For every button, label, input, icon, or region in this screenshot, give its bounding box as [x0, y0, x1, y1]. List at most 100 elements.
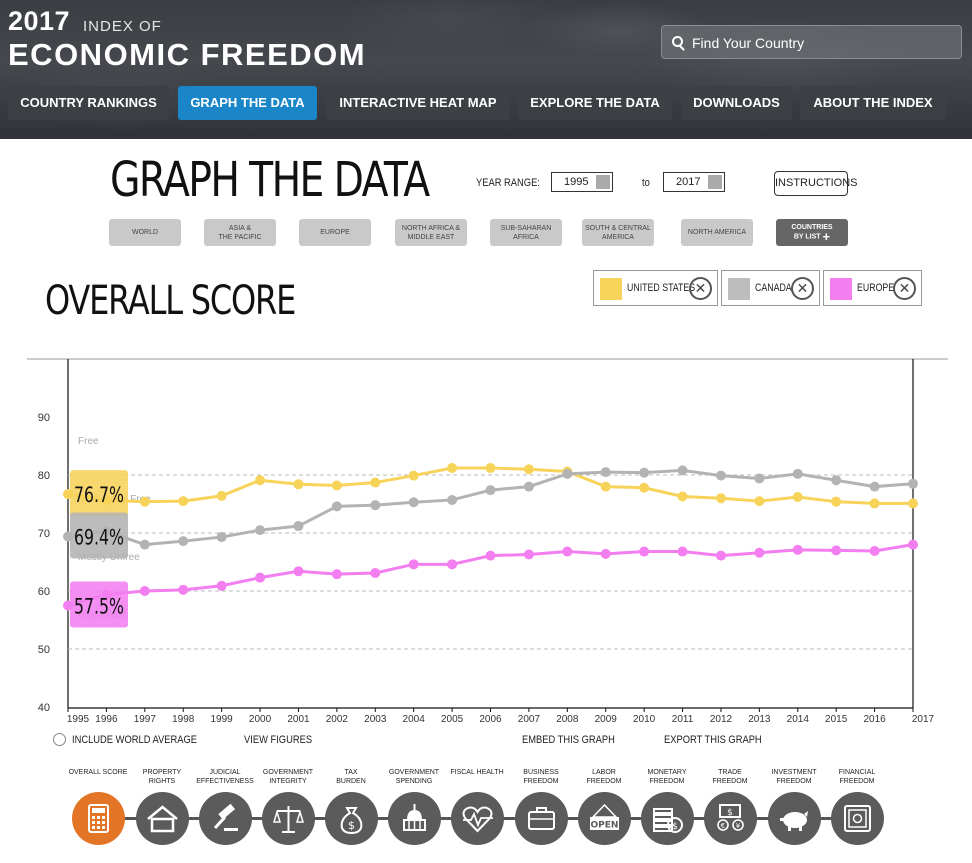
region-asia-pacific[interactable]: ASIA & THE PACIFIC [204, 219, 276, 246]
logo-year[interactable]: 2017 [8, 6, 71, 36]
nav-downloads[interactable]: DOWNLOADS [681, 86, 792, 120]
nav-explore-the-data[interactable]: EXPLORE THE DATA [518, 86, 672, 120]
remove-europe-icon[interactable]: ✕ [893, 277, 916, 300]
countries-by-list-button[interactable]: COUNTRIES BY LIST + [776, 219, 848, 246]
data-point [331, 569, 342, 580]
selected-chip-europe: EUROPE ✕ [823, 270, 922, 306]
x-tick-label: 2005 [441, 714, 464, 725]
logo-title[interactable]: ECONOMIC FREEDOM [8, 37, 367, 72]
page-title: GRAPH THE DATA [110, 152, 430, 208]
logo-index-of[interactable]: INDEX OF [83, 18, 162, 35]
data-point [754, 473, 765, 484]
category-label-calculator[interactable]: OVERALL SCORE [63, 768, 133, 777]
data-point [869, 481, 880, 492]
money-bag-icon[interactable]: $ [325, 792, 378, 845]
data-point [908, 478, 918, 489]
embed-graph-link[interactable]: EMBED THIS GRAPH [522, 734, 615, 746]
category-label-line2: SPENDING [395, 778, 433, 785]
x-tick-label: 1997 [134, 714, 157, 725]
remove-united-states-icon[interactable]: ✕ [689, 277, 712, 300]
region-world[interactable]: WORLD [109, 219, 181, 246]
calculator-icon[interactable] [72, 792, 125, 845]
nav-interactive-heat-map[interactable]: INTERACTIVE HEAT MAP [326, 86, 510, 120]
category-label-line1: TAX [344, 769, 358, 776]
remove-canada-icon[interactable]: ✕ [791, 277, 814, 300]
coins-icon[interactable]: $ [641, 792, 694, 845]
search-input[interactable]: Find Your Country [661, 25, 962, 59]
region-line2: THE PACIFIC [218, 233, 262, 241]
briefcase-icon[interactable] [515, 792, 568, 845]
nav-graph-the-data[interactable]: GRAPH THE DATA [178, 86, 317, 120]
category-label-briefcase[interactable]: BUSINESS FREEDOM [506, 768, 576, 786]
category-label-line2: INTEGRITY [269, 778, 307, 785]
x-tick-label: 2002 [326, 714, 349, 725]
svg-text:OPEN: OPEN [591, 821, 619, 831]
region-line1: NORTH AFRICA & [401, 224, 461, 232]
region-sub-saharan-africa[interactable]: SUB-SAHARAN AFRICA [490, 219, 562, 246]
include-world-average[interactable]: INCLUDE WORLD AVERAGE [72, 734, 198, 746]
view-figures-link[interactable]: VIEW FIGURES [244, 734, 313, 746]
house-icon[interactable] [136, 792, 189, 845]
start-label-box [70, 512, 128, 559]
region-north-america[interactable]: NORTH AMERICA [681, 219, 753, 246]
data-point [869, 545, 880, 556]
color-swatch [600, 278, 622, 300]
scales-icon[interactable] [262, 792, 315, 845]
data-point [331, 480, 342, 491]
instructions-button[interactable]: INSTRUCTIONS [774, 171, 858, 196]
year-to-select[interactable]: 2017 [663, 172, 725, 192]
data-point [562, 468, 573, 479]
world-average-radio[interactable] [53, 733, 66, 746]
category-label-heart-pulse[interactable]: FISCAL HEALTH [442, 768, 512, 777]
data-point [831, 545, 842, 556]
category-label-gavel[interactable]: JUDICIAL EFFECTIVENESS [190, 768, 260, 786]
category-label-coins[interactable]: MONETARY FREEDOM [632, 768, 702, 786]
category-label-open-sign[interactable]: LABOR FREEDOM [569, 768, 639, 786]
year-from-select[interactable]: 1995 [551, 172, 613, 192]
y-tick-label: 60 [38, 586, 50, 598]
data-point [600, 548, 611, 559]
piggy-bank-icon[interactable] [768, 792, 821, 845]
year-to-handle-icon [708, 175, 722, 189]
data-point [485, 550, 496, 561]
region-south-central-america[interactable]: SOUTH & CENTRAL AMERICA [582, 219, 654, 246]
category-label-line2: FREEDOM [649, 778, 685, 785]
export-graph-link[interactable]: EXPORT THIS GRAPH [664, 734, 762, 746]
category-label-piggy-bank[interactable]: INVESTMENT FREEDOM [759, 768, 829, 786]
open-sign-icon[interactable]: OPEN [578, 792, 631, 845]
data-point [523, 481, 534, 492]
region-line2: AFRICA [513, 233, 539, 241]
region-line1: ASIA & [228, 224, 252, 232]
plus-icon: + [822, 229, 831, 245]
category-label-line2: FREEDOM [776, 778, 812, 785]
search-placeholder: Find Your Country [692, 35, 805, 51]
gavel-icon[interactable] [199, 792, 252, 845]
data-point [600, 467, 611, 478]
region-north-africa-middle-east[interactable]: NORTH AFRICA & MIDDLE EAST [395, 219, 467, 246]
year-from-value: 1995 [564, 176, 589, 188]
category-label-line1: GOVERNMENT [388, 769, 440, 776]
svg-text:$: $ [672, 822, 678, 832]
category-label-capitol[interactable]: GOVERNMENT SPENDING [379, 768, 449, 786]
nav-about-the-index[interactable]: ABOUT THE INDEX [800, 86, 946, 120]
data-point [216, 532, 227, 543]
category-label-line1: INVESTMENT [771, 769, 817, 776]
category-label-money-bag[interactable]: TAX BURDEN [316, 768, 386, 786]
heart-pulse-icon[interactable] [451, 792, 504, 845]
category-label-safe[interactable]: FINANCIAL FREEDOM [822, 768, 892, 786]
x-tick-label: 2007 [518, 714, 541, 725]
capitol-icon[interactable] [388, 792, 441, 845]
x-tick-label: 2003 [364, 714, 387, 725]
category-label-house[interactable]: PROPERTY RIGHTS [127, 768, 197, 786]
nav-country-rankings[interactable]: COUNTRY RANKINGS [8, 86, 169, 120]
data-point [178, 536, 189, 547]
data-point [754, 496, 765, 507]
money-exchange-icon[interactable]: $ € ¥ [704, 792, 757, 845]
category-label-scales[interactable]: GOVERNMENT INTEGRITY [253, 768, 323, 786]
year-from-handle-icon [596, 175, 610, 189]
chip-label: UNITED STATES [627, 282, 696, 294]
region-europe[interactable]: EUROPE [299, 219, 371, 246]
safe-icon[interactable] [831, 792, 884, 845]
category-label-line1: BUSINESS [523, 769, 559, 776]
category-label-money-exchange[interactable]: TRADE FREEDOM [695, 768, 765, 786]
